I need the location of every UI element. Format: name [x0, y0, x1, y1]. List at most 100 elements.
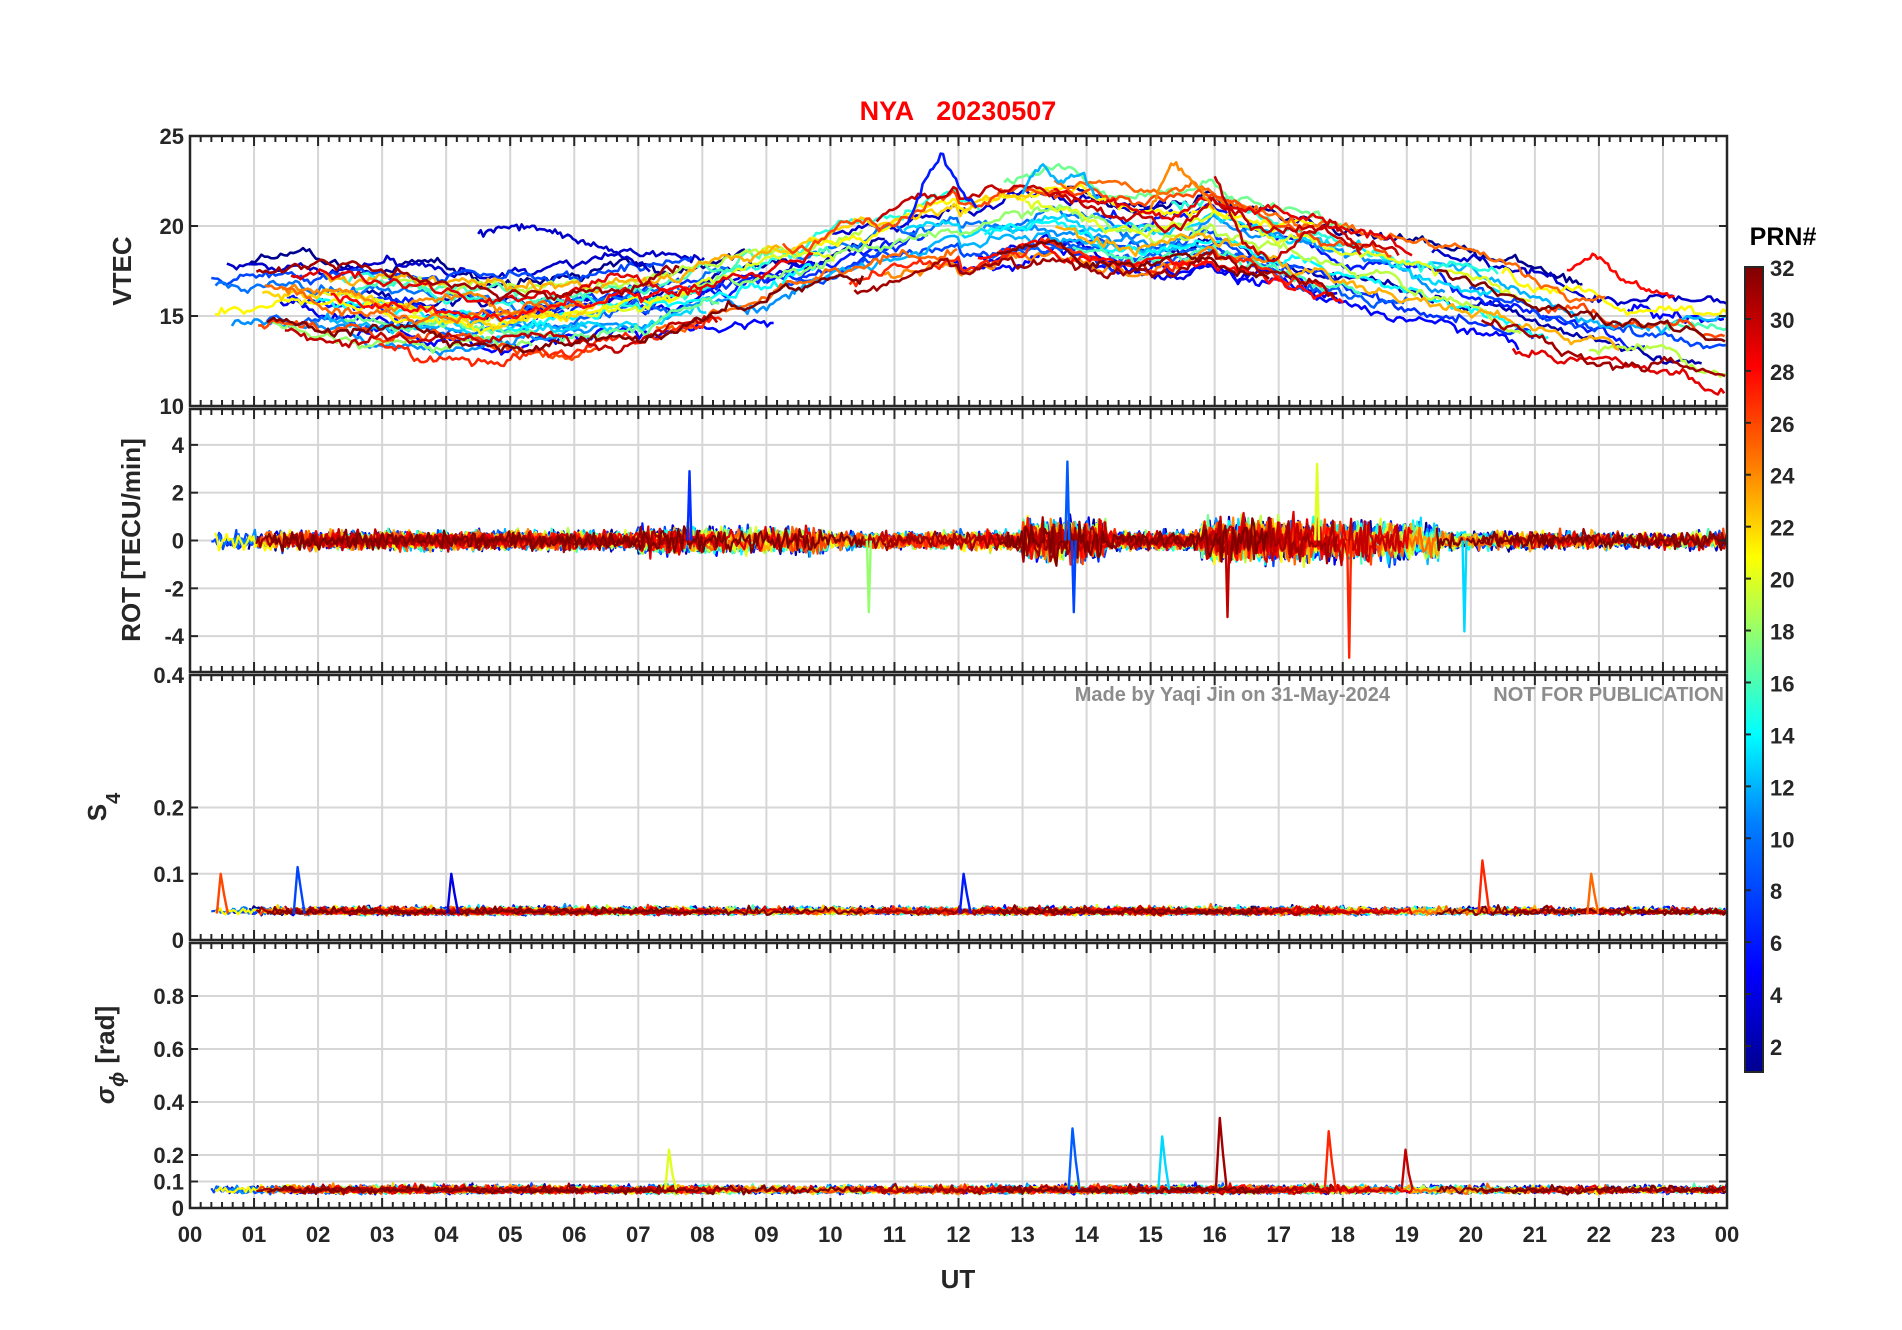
colorbar-tick-label: 6: [1770, 931, 1782, 956]
y-tick-label: 0.8: [153, 984, 184, 1009]
series-prn-31: [255, 258, 680, 302]
series-prn-13: [1157, 1135, 1171, 1190]
series-prn-22: [760, 188, 1064, 254]
chart-title: NYA 20230507: [860, 96, 1057, 126]
panel-frame-vtec: [188, 134, 1729, 408]
y-tick-label: 20: [160, 214, 184, 239]
series-prn-6: [906, 152, 978, 226]
colorbar-tick-label: 32: [1770, 256, 1794, 281]
series-prn-21: [1501, 266, 1727, 317]
series-prn-12: [1021, 163, 1101, 200]
x-tick-label: 12: [946, 1222, 970, 1247]
y-tick-label: 10: [160, 394, 184, 419]
series-prn-30: [875, 904, 1401, 917]
y-tick-label: 0.4: [153, 663, 184, 688]
series-prn-24: [281, 283, 591, 316]
colorbar-tick-label: 22: [1770, 516, 1794, 541]
series-prn-15: [341, 187, 981, 311]
x-tick-label: 09: [754, 1222, 778, 1247]
series-prn-32: [995, 904, 1269, 916]
series-prn-30: [1400, 1148, 1414, 1190]
panel-frame-rot: [188, 407, 1729, 674]
colorbar-tick-label: 20: [1770, 568, 1794, 593]
y-tick-label: 25: [160, 124, 184, 149]
y-tick-label: 0.1: [153, 862, 184, 887]
s4-ylabel: S4: [82, 792, 125, 821]
series-prn-21: [214, 289, 690, 336]
series-prn-27: [1346, 540, 1353, 659]
series-prn-13: [1461, 540, 1468, 633]
x-tick-label: 23: [1651, 1222, 1675, 1247]
series-prn-32: [266, 1184, 862, 1196]
x-tick-label: 21: [1523, 1222, 1547, 1247]
series-prn-25: [264, 283, 557, 327]
series-prn-31: [853, 516, 1338, 565]
series-prn-28: [1566, 252, 1675, 299]
watermark-notice: NOT FOR PUBLICATION: [1493, 684, 1724, 706]
series-prn-32: [1436, 269, 1726, 343]
series-prn-15: [1171, 193, 1499, 275]
series-prn-32: [266, 273, 865, 354]
series-prn-8: [1468, 285, 1726, 350]
series-prn-32: [266, 904, 863, 917]
colorbar-tick-label: 4: [1770, 983, 1783, 1008]
series-prn-8: [211, 255, 693, 286]
series-prn-31: [1480, 318, 1726, 378]
x-tick-label: 06: [562, 1222, 586, 1247]
y-tick-label: -4: [164, 624, 184, 649]
series-prn-32: [266, 525, 864, 554]
x-tick-label: 14: [1074, 1222, 1099, 1247]
x-tick-label: 17: [1266, 1222, 1290, 1247]
series-prn-32: [995, 517, 1269, 567]
series-prn-19: [381, 229, 863, 296]
panel-frame-sigma_phi: [188, 941, 1729, 1210]
series-prn-29: [290, 251, 814, 305]
series-prn-6: [958, 872, 972, 914]
sigma-phi-ylabel-main: σ: [90, 1085, 120, 1104]
x-tick-label: 16: [1202, 1222, 1226, 1247]
y-tick-label: 0.1: [153, 1170, 184, 1195]
series-prn-32: [1435, 527, 1727, 552]
series-prn-19: [1588, 343, 1727, 378]
series-prn-4: [446, 872, 460, 914]
colorbar-tick-label: 10: [1770, 827, 1794, 852]
series-prn-9: [1067, 1127, 1081, 1190]
x-tick-label: 13: [1010, 1222, 1034, 1247]
x-tick-label: 22: [1587, 1222, 1611, 1247]
vtec-ylabel: VTEC: [107, 236, 137, 306]
y-tick-label: 0: [172, 1196, 184, 1221]
series-prn-1: [247, 246, 746, 290]
sigma-phi-ylabel: σϕ [rad]: [90, 1006, 129, 1104]
x-tick-label: 04: [434, 1222, 459, 1247]
series-prn-30: [284, 314, 719, 354]
colorbar-tick-label: 2: [1770, 1035, 1782, 1060]
x-tick-label: 08: [690, 1222, 714, 1247]
y-tick-label: 0: [172, 928, 184, 953]
series-group-s4: [211, 859, 1727, 917]
s4-ylabel-sub: 4: [103, 792, 125, 804]
series-prn-28: [330, 284, 704, 322]
y-tick-label: 15: [160, 304, 184, 329]
x-tick-label: 03: [370, 1222, 394, 1247]
series-prn-31: [1214, 1116, 1228, 1190]
series-prn-3: [477, 223, 651, 273]
colorbar-tick-label: 16: [1770, 671, 1794, 696]
s4-ylabel-main: S: [82, 804, 112, 821]
series-prn-23: [1055, 225, 1620, 352]
x-tick-label: 18: [1331, 1222, 1355, 1247]
series-prn-7: [686, 470, 693, 541]
x-tick-label: 20: [1459, 1222, 1483, 1247]
y-tick-labels: 10152025-4-202400.10.20.400.10.20.40.60.…: [153, 124, 184, 1221]
series-prn-18: [678, 203, 1209, 298]
x-tick-label: 11: [883, 1222, 906, 1247]
series-prn-25: [1586, 872, 1600, 914]
y-tick-label: -2: [164, 576, 184, 601]
colorbar-tick-label: 18: [1770, 620, 1794, 645]
series-prn-8: [292, 865, 306, 914]
frame-layer: [188, 134, 1729, 1210]
series-prn-29: [1053, 187, 1413, 257]
series-prn-3: [1431, 247, 1727, 307]
colorbar-tick-label: 8: [1770, 879, 1782, 904]
